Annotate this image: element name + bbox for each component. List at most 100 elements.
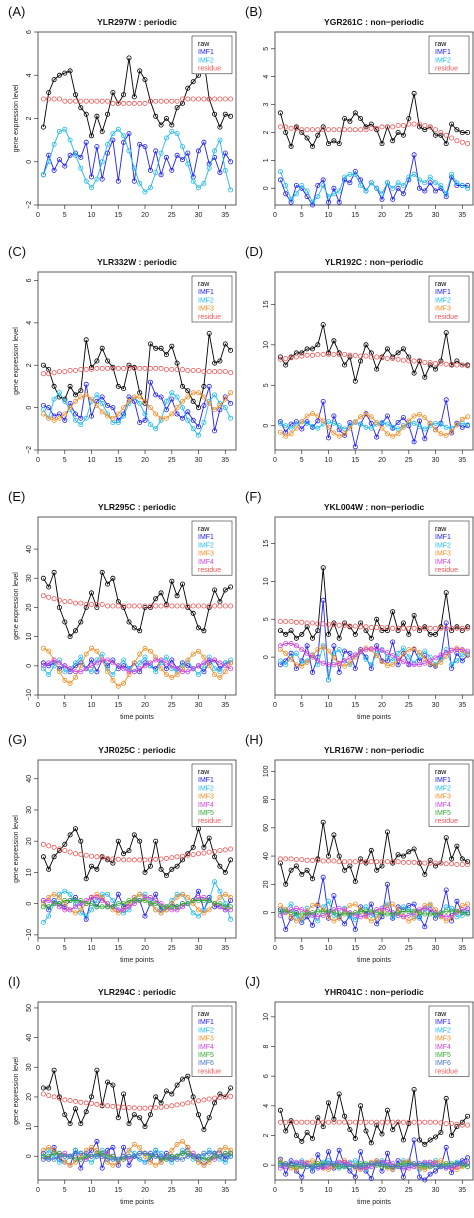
x-tick-label: 10 (325, 702, 333, 709)
data-point-residue (89, 602, 95, 608)
data-point-imf6 (147, 1150, 153, 1156)
data-point-imf3 (459, 416, 465, 422)
series-line-imf3 (43, 392, 231, 421)
data-point-residue (169, 603, 175, 609)
data-point-imf3 (174, 405, 180, 411)
data-point-imf2 (169, 128, 175, 134)
data-point-imf4 (454, 647, 460, 653)
data-point-residue (222, 1094, 228, 1100)
data-point-imf2 (432, 180, 438, 186)
data-point-residue (99, 1102, 105, 1108)
data-point-imf5 (105, 1153, 111, 1159)
data-point-imf5 (459, 1162, 465, 1168)
data-point-imf4 (358, 649, 364, 655)
data-point-residue (169, 855, 175, 861)
data-point-imf3 (288, 656, 294, 662)
x-tick-label: 35 (221, 212, 229, 219)
x-tick-label: 20 (378, 212, 386, 219)
data-point-imf6 (195, 1153, 201, 1159)
legend-entry: residue (198, 314, 221, 321)
x-tick-label: 25 (405, 702, 413, 709)
series-imf3 (40, 390, 234, 423)
data-point-residue (390, 859, 396, 865)
x-tick-label: 25 (405, 212, 413, 219)
data-point-raw (395, 129, 401, 135)
series-imf3 (277, 411, 471, 439)
data-point-residue (115, 856, 121, 862)
data-point-imf1 (411, 439, 417, 445)
data-point-imf4 (78, 669, 84, 675)
data-point-raw (358, 1103, 364, 1109)
data-point-imf1 (352, 1174, 358, 1180)
data-point-imf3 (325, 1167, 331, 1173)
data-point-imf2 (283, 662, 289, 668)
data-point-imf5 (315, 908, 321, 914)
data-point-imf3 (331, 918, 337, 924)
data-point-imf5 (320, 908, 326, 914)
data-point-imf4 (465, 905, 471, 911)
data-point-imf1 (422, 924, 428, 930)
data-point-imf2 (320, 182, 326, 188)
data-point-imf1 (352, 444, 358, 450)
y-axis-label: gene expression level (13, 327, 20, 395)
data-point-imf3 (411, 915, 417, 921)
data-point-raw (454, 843, 460, 849)
data-point-residue (390, 625, 396, 631)
data-point-raw (288, 628, 294, 634)
data-point-residue (283, 619, 289, 625)
data-point-raw (320, 322, 326, 328)
data-point-imf2 (179, 1147, 185, 1153)
data-point-raw (336, 141, 342, 147)
data-point-residue (325, 858, 331, 864)
data-point-imf5 (395, 1162, 401, 1168)
data-point-raw (293, 1133, 299, 1139)
x-tick-label: 10 (325, 212, 333, 219)
data-point-imf3 (115, 910, 121, 916)
data-point-residue (374, 859, 380, 865)
data-point-imf4 (94, 894, 100, 900)
data-point-residue (147, 98, 153, 104)
data-point-imf3 (201, 654, 207, 660)
data-point-imf2 (206, 654, 212, 660)
data-point-imf1 (416, 418, 422, 424)
data-point-imf2 (379, 1158, 385, 1164)
data-point-imf2 (56, 891, 62, 897)
data-point-residue (222, 847, 228, 853)
y-tick-label: 8 (263, 1044, 270, 1048)
data-point-imf2 (78, 654, 84, 660)
data-point-imf1 (331, 643, 337, 649)
data-point-imf4 (40, 898, 46, 904)
data-point-residue (153, 365, 159, 371)
data-point-imf4 (94, 660, 100, 666)
data-point-imf2 (153, 170, 159, 176)
data-point-raw (206, 835, 212, 841)
y-tick-label: 0 (26, 664, 33, 668)
legend-entry: IMF3 (198, 794, 214, 801)
data-point-raw (390, 860, 396, 866)
data-point-raw (443, 590, 449, 596)
data-point-imf3 (363, 1164, 369, 1170)
data-point-raw (169, 1091, 175, 1097)
data-point-raw (137, 1115, 143, 1121)
data-point-imf3 (169, 901, 175, 907)
data-point-residue (142, 100, 148, 106)
data-point-residue (438, 360, 444, 366)
data-point-imf1 (51, 1144, 57, 1150)
data-point-imf6 (179, 1156, 185, 1162)
data-point-residue (89, 1101, 95, 1107)
data-point-residue (190, 603, 196, 609)
data-point-raw (432, 1134, 438, 1140)
data-point-imf5 (153, 901, 159, 907)
data-point-imf2 (422, 180, 428, 186)
data-point-imf6 (374, 1161, 380, 1167)
data-point-imf3 (83, 392, 89, 398)
data-point-residue (465, 625, 471, 631)
data-point-raw (288, 143, 294, 149)
series-residue (277, 856, 471, 868)
data-point-raw (422, 1141, 428, 1147)
data-point-imf3 (293, 1167, 299, 1173)
data-point-imf5 (131, 898, 137, 904)
data-point-imf4 (416, 907, 422, 913)
data-point-imf1 (169, 396, 175, 402)
